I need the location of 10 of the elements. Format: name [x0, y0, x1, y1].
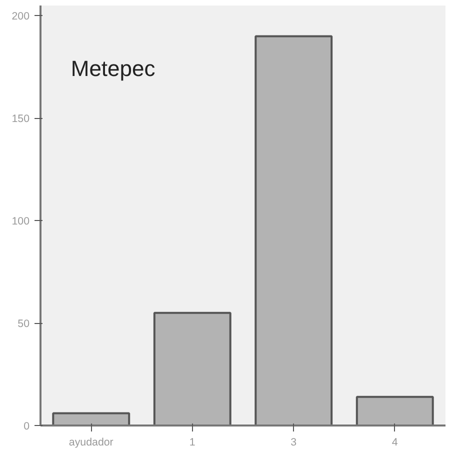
x-tick-label: ayudador — [68, 436, 114, 448]
y-tick-label: 50 — [18, 318, 30, 330]
x-tick-label: 1 — [189, 436, 196, 448]
text: Metepec — [70, 56, 156, 82]
y-tick-label: 200 — [12, 10, 30, 23]
x-tick-label: 3 — [290, 436, 297, 448]
y-tick-label: 0 — [24, 420, 30, 432]
y-tick-label: 150 — [12, 113, 30, 126]
y-tick-label: 100 — [12, 216, 30, 228]
x-tick-label: 4 — [392, 436, 398, 448]
